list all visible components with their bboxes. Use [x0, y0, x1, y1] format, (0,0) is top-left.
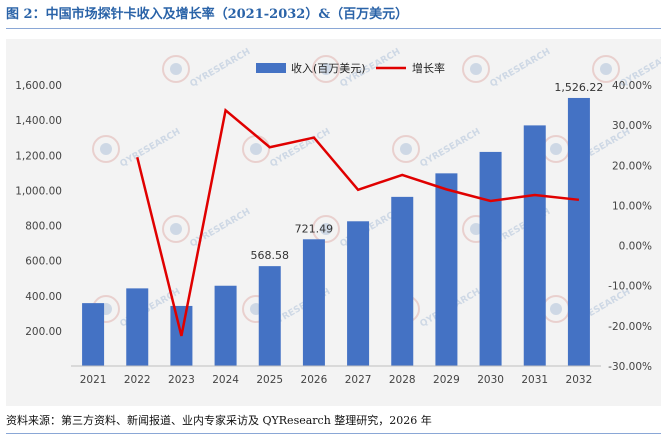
watermark-text: QYRESEARCH	[189, 207, 253, 250]
x-tick-label: 2026	[301, 374, 328, 386]
revenue-bar	[347, 221, 370, 366]
left-tick-label: 200.00	[25, 326, 62, 338]
watermark-logo	[312, 215, 340, 243]
left-tick-label: 800.00	[25, 221, 62, 233]
legend-line-label: 增长率	[412, 61, 445, 75]
watermark-logo-core	[320, 63, 332, 75]
figure-title: 图 2：中国市场探针卡收入及增长率（2021-2032）&（百万美元）	[6, 7, 409, 22]
left-axis: 200.00 400.00 600.00 800.00 1,000.00 1,200.00…	[15, 80, 62, 338]
watermark: QYRESEARCH	[392, 127, 483, 170]
x-tick-label: 2027	[345, 374, 372, 386]
right-axis: -30.00% -20.00% -10.00% 0.00% 10.00% 20.00% 30…	[608, 80, 652, 373]
bar-data-label: 1,526.22	[554, 81, 603, 94]
legend-bar-swatch	[256, 63, 286, 73]
right-tick-label: 0.00%	[619, 241, 652, 253]
watermark-text: QYRESEARCH	[189, 47, 253, 90]
watermark-logo-core	[100, 143, 112, 155]
left-tick-label: 1,000.00	[15, 185, 62, 197]
x-tick-label: 2029	[433, 374, 460, 386]
title-divider	[6, 28, 661, 29]
watermark: QYRESEARCH	[162, 207, 253, 250]
watermark: QYRESEARCH	[462, 47, 553, 90]
watermark-text: QYRESEARCH	[119, 127, 183, 170]
x-axis: 2021 2022 2023 2024 2025 2026 2027 2028 2029 2030…	[80, 374, 593, 386]
x-tick-label: 2022	[124, 374, 151, 386]
legend-bar-label: 收入(百万美元)	[291, 61, 366, 75]
watermark-logo	[392, 135, 420, 163]
watermark-logo-core	[320, 223, 332, 235]
watermark-text: QYRESEARCH	[489, 47, 553, 90]
growth-line-series	[136, 107, 580, 337]
chart-panel: QYRESEARCH QYRESEARCH QYRESEARCH QYRESEARCH…	[6, 39, 661, 406]
revenue-bar	[258, 266, 281, 366]
x-tick-label: 2021	[80, 374, 107, 386]
x-tick-label: 2024	[212, 374, 239, 386]
right-tick-label: 10.00%	[612, 200, 652, 212]
revenue-bar	[302, 239, 325, 366]
revenue-bar	[391, 196, 414, 366]
watermark-logo	[162, 215, 190, 243]
watermark-logo-core	[550, 303, 562, 315]
watermark: QYRESEARCH	[162, 47, 253, 90]
right-tick-label: 30.00%	[612, 120, 652, 132]
revenue-bar	[435, 173, 458, 366]
left-tick-label: 400.00	[25, 291, 62, 303]
left-tick-label: 1,200.00	[15, 150, 62, 162]
right-tick-label: 40.00%	[612, 80, 652, 92]
left-tick-label: 600.00	[25, 256, 62, 268]
left-tick-label: 1,600.00	[15, 80, 62, 92]
revenue-bar	[567, 97, 590, 366]
watermark-logo	[162, 55, 190, 83]
watermark-logo	[462, 55, 490, 83]
watermark-logo-core	[600, 63, 612, 75]
right-tick-label: -30.00%	[608, 361, 652, 373]
revenue-bar	[82, 303, 105, 366]
x-tick-label: 2028	[389, 374, 416, 386]
x-tick-label: 2023	[168, 374, 195, 386]
bar-data-label: 721.49	[295, 222, 334, 235]
data-labels: 568.58 721.49 1,526.22	[251, 81, 604, 262]
watermark-logo-core	[170, 223, 182, 235]
revenue-bar	[214, 285, 237, 366]
source-note: 资料来源：第三方资料、新闻报道、业内专家采访及 QYResearch 整理研究，…	[6, 414, 432, 427]
left-tick-label: 1,400.00	[15, 115, 62, 127]
watermark-logo-core	[170, 63, 182, 75]
watermark: QYRESEARCH	[242, 127, 332, 170]
watermark-logo	[92, 135, 120, 163]
watermark-text: QYRESEARCH	[419, 127, 483, 170]
bar-series	[71, 97, 601, 367]
revenue-bar	[479, 151, 502, 366]
watermark-logo-core	[470, 63, 482, 75]
right-tick-label: 20.00%	[612, 160, 652, 172]
bottom-divider	[6, 433, 661, 434]
watermark-logo	[312, 55, 340, 83]
bar-data-label: 568.58	[251, 249, 290, 262]
watermark-logo-core	[470, 223, 482, 235]
right-tick-label: -20.00%	[608, 321, 652, 333]
watermark-logo-core	[250, 143, 262, 155]
watermark-logo-core	[400, 143, 412, 155]
right-tick-label: -10.00%	[608, 281, 652, 293]
x-tick-label: 2030	[477, 374, 504, 386]
revenue-bar	[523, 125, 546, 366]
x-tick-label: 2025	[256, 374, 283, 386]
watermark-logo-core	[550, 143, 562, 155]
x-tick-label: 2031	[521, 374, 548, 386]
revenue-growth-chart: QYRESEARCH QYRESEARCH QYRESEARCH QYRESEARCH…	[15, 47, 661, 386]
x-tick-label: 2032	[566, 374, 593, 386]
revenue-bar	[126, 288, 149, 366]
legend: 收入(百万美元) 增长率	[256, 61, 445, 75]
watermark-logo	[592, 55, 620, 83]
